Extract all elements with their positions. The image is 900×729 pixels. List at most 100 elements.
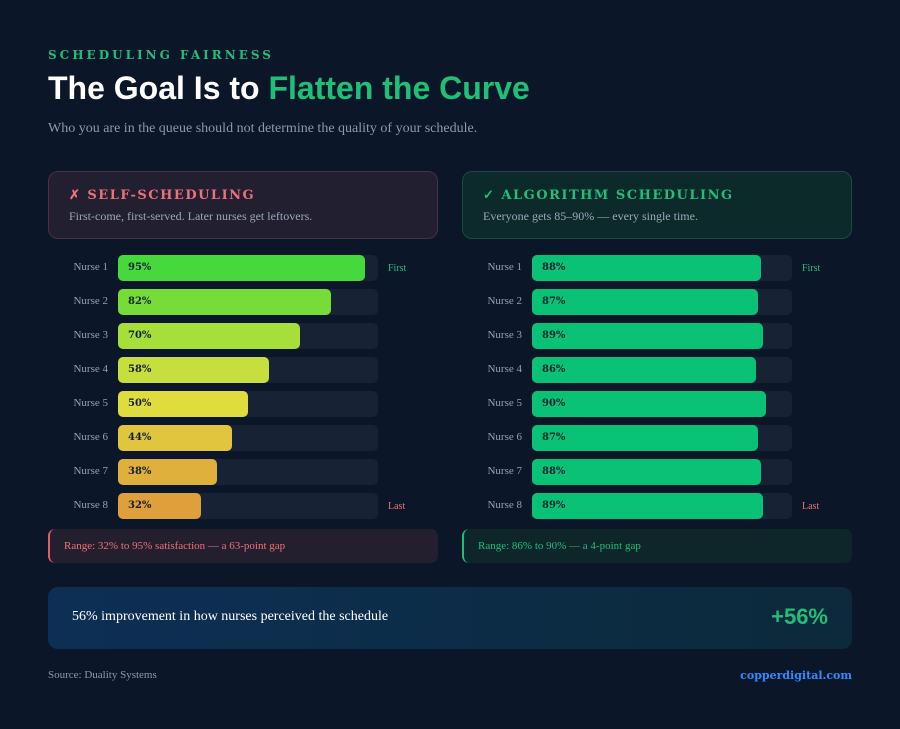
bar-row: Nurse 5 90% [462, 391, 852, 417]
bar: 58% [118, 357, 269, 383]
category-label: Nurse 5 [73, 397, 108, 409]
category-label: Nurse 7 [487, 465, 522, 477]
self-scheduling-bar-chart: Nurse 1 95% First Nurse 2 82% Nurse 3 70% Nurse… [48, 255, 438, 527]
page-title: The Goal Is to Flatten the Curve [48, 70, 530, 107]
brand-link[interactable]: copperdigital.com [740, 669, 852, 682]
category-label: Nurse 7 [73, 465, 108, 477]
bar-value-label: 89% [542, 500, 566, 511]
bar-track: 88% [532, 459, 792, 485]
bar-track: 89% [532, 493, 792, 519]
bar: 86% [532, 357, 756, 383]
bar-track: 70% [118, 323, 378, 349]
category-label: Nurse 6 [73, 431, 108, 443]
bar-value-label: 44% [128, 432, 152, 443]
self-scheduling-header: ✗ SELF-SCHEDULING First-come, first-serv… [48, 171, 438, 239]
bar-row: Nurse 3 70% [48, 323, 438, 349]
bar-value-label: 58% [128, 364, 152, 375]
algorithm-scheduling-range-note: Range: 86% to 90% — a 4-point gap [462, 529, 852, 563]
bar: 38% [118, 459, 217, 485]
category-label: Nurse 3 [487, 329, 522, 341]
bar-value-label: 70% [128, 330, 152, 341]
category-label: Nurse 6 [487, 431, 522, 443]
bar-row: Nurse 1 95% First [48, 255, 438, 281]
source-credit: Source: Duality Systems [48, 669, 157, 681]
last-annotation: Last [388, 501, 406, 512]
bar-value-label: 87% [542, 296, 566, 307]
title-accent: Flatten the Curve [268, 70, 530, 106]
bar-value-label: 90% [542, 398, 566, 409]
bar: 95% [118, 255, 365, 281]
bar-value-label: 38% [128, 466, 152, 477]
bar-track: 89% [532, 323, 792, 349]
bar-track: 32% [118, 493, 378, 519]
category-label: Nurse 1 [73, 261, 108, 273]
self-scheduling-title: ✗ SELF-SCHEDULING [69, 188, 256, 203]
bar: 50% [118, 391, 248, 417]
bar-track: 90% [532, 391, 792, 417]
bar-track: 38% [118, 459, 378, 485]
bar-value-label: 89% [542, 330, 566, 341]
bar: 70% [118, 323, 300, 349]
category-label: Nurse 4 [487, 363, 522, 375]
bar-value-label: 87% [542, 432, 566, 443]
algorithm-scheduling-title: ✓ ALGORITHM SCHEDULING [483, 188, 734, 203]
bar-track: 50% [118, 391, 378, 417]
bar-value-label: 88% [542, 466, 566, 477]
bar-row: Nurse 6 44% [48, 425, 438, 451]
self-scheduling-range-note: Range: 32% to 95% satisfaction — a 63-po… [48, 529, 438, 563]
bar-track: 44% [118, 425, 378, 451]
bar: 90% [532, 391, 766, 417]
category-label: Nurse 8 [73, 499, 108, 511]
title-main: The Goal Is to [48, 70, 269, 106]
algorithm-scheduling-header: ✓ ALGORITHM SCHEDULING Everyone gets 85–… [462, 171, 852, 239]
bar-row: Nurse 7 38% [48, 459, 438, 485]
bar: 88% [532, 459, 761, 485]
bar-row: Nurse 2 87% [462, 289, 852, 315]
bar-value-label: 88% [542, 262, 566, 273]
bar: 32% [118, 493, 201, 519]
category-label: Nurse 5 [487, 397, 522, 409]
last-annotation: Last [802, 501, 820, 512]
bar-row: Nurse 3 89% [462, 323, 852, 349]
bar-row: Nurse 4 58% [48, 357, 438, 383]
bar: 89% [532, 323, 763, 349]
self-scheduling-description: First-come, first-served. Later nurses g… [69, 209, 313, 223]
category-label: Nurse 1 [487, 261, 522, 273]
bar-value-label: 95% [128, 262, 152, 273]
algorithm-scheduling-description: Everyone gets 85–90% — every single time… [483, 209, 698, 223]
category-label: Nurse 3 [73, 329, 108, 341]
bar-row: Nurse 1 88% First [462, 255, 852, 281]
bar-row: Nurse 2 82% [48, 289, 438, 315]
page-subtitle: Who you are in the queue should not dete… [48, 121, 478, 136]
bar: 87% [532, 425, 758, 451]
bar-row: Nurse 5 50% [48, 391, 438, 417]
bar: 82% [118, 289, 331, 315]
bar-row: Nurse 7 88% [462, 459, 852, 485]
bar: 88% [532, 255, 761, 281]
bar-track: 58% [118, 357, 378, 383]
improvement-banner: 56% improvement in how nurses perceived … [48, 587, 852, 649]
category-label: Nurse 2 [73, 295, 108, 307]
bar-track: 95% [118, 255, 378, 281]
bar: 44% [118, 425, 232, 451]
bar-row: Nurse 4 86% [462, 357, 852, 383]
bar-value-label: 82% [128, 296, 152, 307]
bar-value-label: 86% [542, 364, 566, 375]
bar-row: Nurse 8 89% Last [462, 493, 852, 519]
bar-value-label: 32% [128, 500, 152, 511]
bar: 89% [532, 493, 763, 519]
bar-track: 86% [532, 357, 792, 383]
bar: 87% [532, 289, 758, 315]
bar-track: 87% [532, 289, 792, 315]
bar-row: Nurse 6 87% [462, 425, 852, 451]
bar-value-label: 50% [128, 398, 152, 409]
improvement-value: +56% [771, 604, 828, 629]
eyebrow-label: SCHEDULING FAIRNESS [48, 48, 274, 62]
algorithm-scheduling-bar-chart: Nurse 1 88% First Nurse 2 87% Nurse 3 89% Nurse… [462, 255, 852, 527]
bar-track: 88% [532, 255, 792, 281]
category-label: Nurse 4 [73, 363, 108, 375]
category-label: Nurse 2 [487, 295, 522, 307]
first-annotation: First [802, 263, 821, 274]
bar-track: 87% [532, 425, 792, 451]
improvement-text: 56% improvement in how nurses perceived … [72, 609, 389, 624]
